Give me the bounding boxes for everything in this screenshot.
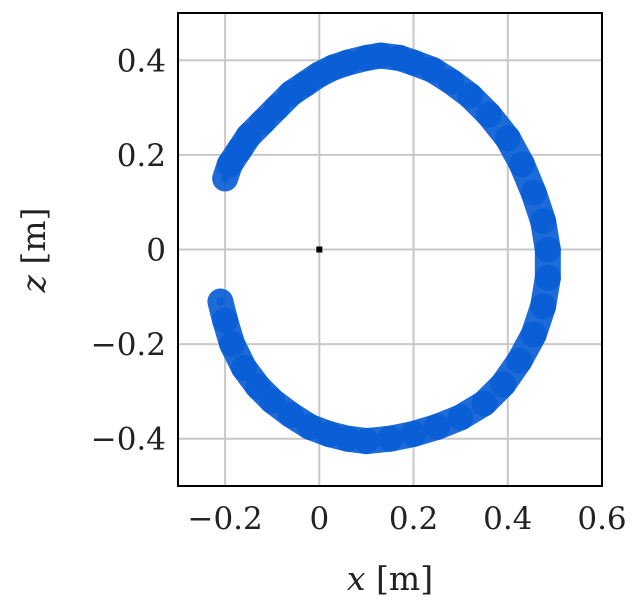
data-point	[409, 429, 418, 438]
data-point	[517, 160, 526, 169]
y-tick-label: 0.4	[117, 43, 166, 79]
x-axis-unit: [m]	[376, 559, 433, 598]
x-tick-label: 0.2	[389, 501, 438, 537]
data-point	[268, 396, 277, 405]
data-points	[207, 42, 561, 455]
data-point	[539, 302, 548, 311]
data-point	[376, 51, 385, 60]
data-point	[221, 174, 230, 183]
data-point	[433, 422, 442, 431]
y-tick-label: 0	[146, 233, 166, 269]
plot-frame	[177, 12, 603, 487]
data-point	[287, 411, 296, 420]
data-point	[466, 91, 475, 100]
x-tick-label: 0.6	[577, 501, 626, 537]
y-axis-variable: z	[14, 274, 53, 293]
data-point	[529, 330, 538, 339]
data-point	[428, 65, 437, 74]
x-tick-label: 0.4	[483, 501, 532, 537]
data-point	[409, 58, 418, 67]
data-point	[244, 131, 253, 140]
y-tick-label: −0.2	[91, 327, 166, 363]
data-point	[480, 399, 489, 408]
x-axis-variable: x	[347, 559, 366, 598]
data-point	[395, 53, 404, 62]
y-axis-unit: [m]	[14, 208, 53, 265]
data-point	[362, 53, 371, 62]
data-point	[447, 77, 456, 86]
data-point	[503, 134, 512, 143]
data-point	[315, 70, 324, 79]
data-point	[456, 413, 465, 422]
y-axis-label: z [m]	[14, 208, 53, 294]
data-point	[235, 146, 244, 155]
data-point	[272, 103, 281, 112]
data-point	[484, 110, 493, 119]
data-point	[329, 63, 338, 72]
data-point	[543, 273, 552, 282]
data-point	[499, 380, 508, 389]
data-point	[539, 217, 548, 226]
data-point	[228, 340, 237, 349]
data-point	[287, 89, 296, 98]
data-point	[221, 316, 230, 325]
data-point	[254, 382, 263, 391]
data-point	[386, 434, 394, 443]
y-tick-label: 0.2	[117, 138, 166, 174]
x-axis-label: x [m]	[347, 559, 433, 598]
y-tick-label: −0.4	[91, 422, 166, 458]
data-point	[305, 422, 314, 431]
x-tick-label: −0.2	[187, 501, 262, 537]
data-point	[216, 297, 225, 306]
data-point	[515, 356, 524, 365]
data-point	[324, 429, 333, 438]
data-point	[343, 434, 352, 443]
data-point	[239, 363, 248, 372]
data-point	[543, 245, 552, 254]
data-point	[529, 188, 538, 197]
data-point	[362, 437, 371, 446]
data-point	[301, 79, 310, 88]
center-marker	[316, 246, 323, 253]
data-point	[343, 58, 352, 67]
data-point	[225, 160, 234, 169]
data-point	[258, 117, 267, 126]
x-tick-label: 0	[309, 501, 329, 537]
y-tick-labels: −0.4 −0.2 0 0.2 0.4	[91, 43, 166, 457]
x-tick-labels: −0.2 0 0.2 0.4 0.6	[187, 501, 626, 537]
